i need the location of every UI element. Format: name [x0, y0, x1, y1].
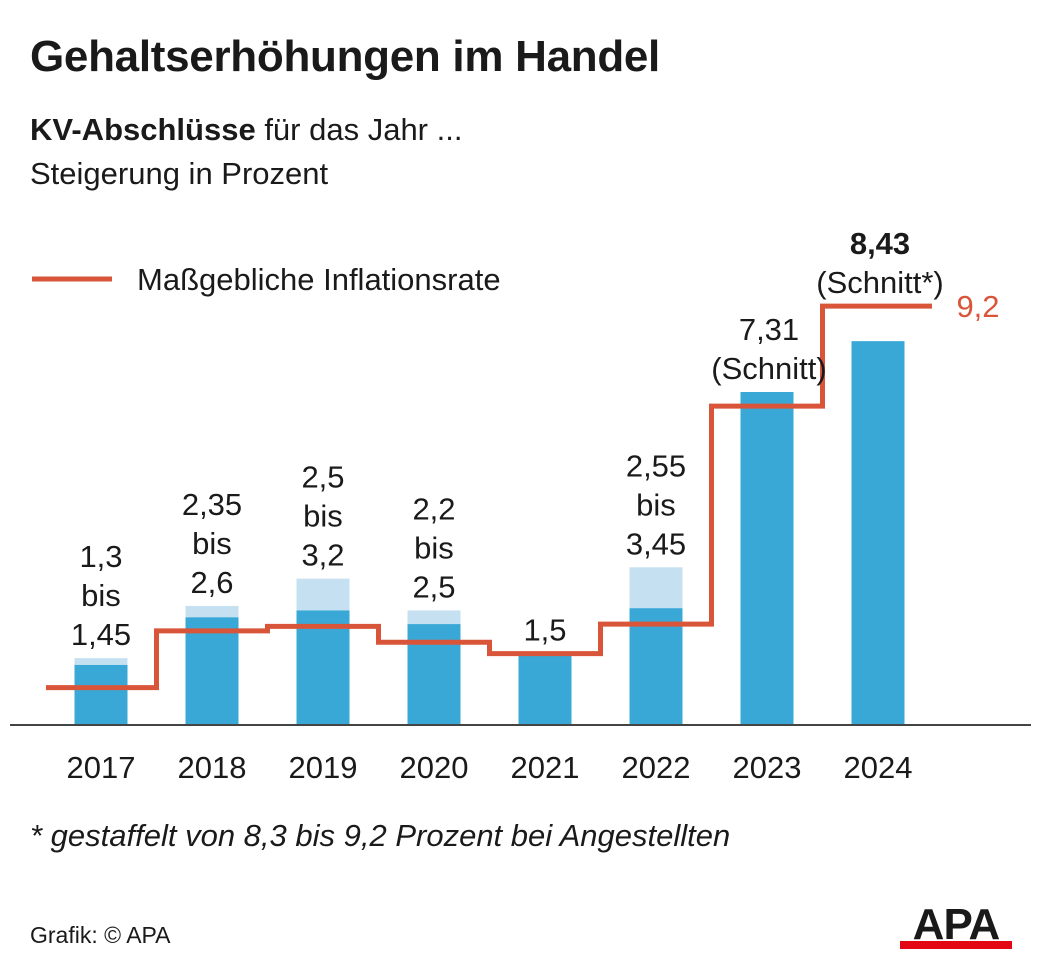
- x-tick-label-2020: 2020: [400, 750, 469, 785]
- bar-range-2017: [74, 658, 128, 665]
- bar-2022: [629, 608, 683, 724]
- value-label-2020-0: 2,2: [412, 491, 455, 526]
- bar-range-2018: [185, 605, 239, 618]
- x-tick-label-2019: 2019: [289, 750, 358, 785]
- x-tick-label-2022: 2022: [622, 750, 691, 785]
- bar-2019: [296, 610, 350, 724]
- bar-2023: [740, 392, 794, 724]
- value-labels-group: 9,2 1,3 bis 1,45 2,35 bis 2,6 2,5 bis 3,2 2,2 bis 2,…: [71, 226, 1000, 652]
- value-label-2018-1: bis: [192, 526, 232, 561]
- value-label-2020-2: 2,5: [412, 569, 455, 604]
- legend-label-inflation: Maßgebliche Inflationsrate: [137, 262, 501, 297]
- value-label-2020-1: bis: [414, 530, 454, 565]
- value-label-2019-1: bis: [303, 499, 343, 534]
- legend: Maßgebliche Inflationsrate: [32, 262, 501, 297]
- value-label-2017-2: 1,45: [71, 617, 131, 652]
- value-label-2024-1: (Schnitt*): [816, 265, 943, 300]
- bar-2021: [518, 655, 572, 724]
- value-label-2019-0: 2,5: [301, 460, 344, 495]
- inflation-line-group: [46, 303, 932, 691]
- value-label-2024-0: 8,43: [850, 226, 910, 261]
- bar-2017: [74, 664, 128, 724]
- subtitle-rest: für das Jahr ...: [255, 112, 463, 147]
- value-label-2019-2: 3,2: [301, 538, 344, 573]
- value-label-2022-0: 2,55: [626, 448, 686, 483]
- value-label-2023-0: 7,31: [739, 312, 799, 347]
- bar-range-2020: [407, 610, 461, 625]
- value-label-2022-2: 3,45: [626, 526, 686, 561]
- x-tick-label-2023: 2023: [733, 750, 802, 785]
- bar-2020: [407, 624, 461, 724]
- inflation-step-line: [46, 303, 932, 691]
- x-tick-label-2018: 2018: [178, 750, 247, 785]
- bar-2018: [185, 617, 239, 724]
- value-label-2018-0: 2,35: [182, 487, 242, 522]
- subtitle-unit: Steigerung in Prozent: [30, 156, 329, 191]
- x-tick-label-2024: 2024: [844, 750, 913, 785]
- inflation-end-label: 9,2: [956, 289, 999, 324]
- bar-range-2019: [296, 578, 350, 611]
- value-label-2017-1: bis: [81, 578, 121, 613]
- footnote: * gestaffelt von 8,3 bis 9,2 Prozent bei…: [30, 818, 731, 853]
- x-tick-label-2017: 2017: [67, 750, 136, 785]
- subtitle-bold: KV-Abschlüsse: [30, 112, 256, 147]
- value-label-2022-1: bis: [636, 487, 676, 522]
- chart-subtitle: KV-Abschlüsse für das Jahr ... Steigerun…: [30, 108, 462, 196]
- bar-range-2022: [629, 567, 683, 609]
- value-label-2021-0: 1,5: [523, 613, 566, 648]
- bar-2024: [851, 341, 905, 724]
- value-label-2017-0: 1,3: [79, 539, 122, 574]
- value-label-2023-1: (Schnitt): [711, 351, 826, 386]
- bars-group: [74, 341, 905, 724]
- value-label-2018-2: 2,6: [190, 565, 233, 600]
- credit: Grafik: © APA: [30, 922, 171, 948]
- x-axis: 2017 2018 2019 2020 2021 2022 2023 2024: [10, 724, 1031, 785]
- x-tick-label-2021: 2021: [511, 750, 580, 785]
- chart-title: Gehaltserhöhungen im Handel: [30, 32, 660, 81]
- apa-logo: APA: [900, 902, 1012, 949]
